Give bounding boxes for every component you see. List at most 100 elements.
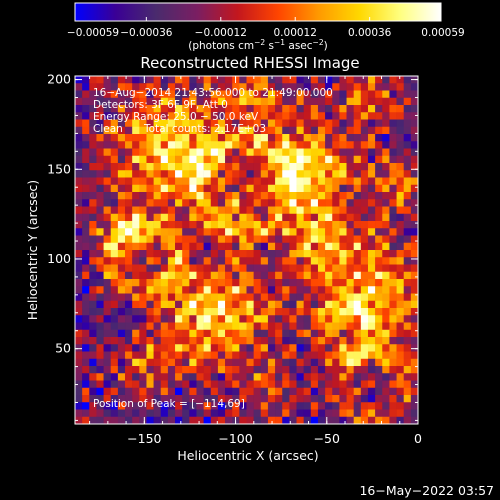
heatmap-cell	[132, 373, 140, 381]
heatmap-cell	[189, 358, 197, 367]
heatmap-cell	[275, 250, 283, 258]
heatmap-cell	[196, 141, 204, 149]
heatmap-cell	[239, 286, 247, 294]
heatmap-cell	[282, 380, 290, 389]
heatmap-cell	[146, 286, 154, 294]
heatmap-cell	[153, 293, 162, 302]
heatmap-cell	[225, 97, 233, 106]
heatmap-cell	[196, 170, 204, 178]
heatmap-cell	[246, 170, 254, 178]
heatmap-cell	[332, 242, 340, 251]
heatmap-cell	[260, 105, 269, 113]
heatmap-cell	[260, 279, 269, 287]
heatmap-cell	[189, 163, 197, 171]
heatmap-cell	[296, 351, 304, 360]
heatmap-cell	[389, 163, 397, 171]
heatmap-cell	[132, 148, 140, 157]
heatmap-cell	[139, 264, 147, 273]
heatmap-cell	[125, 192, 133, 200]
heatmap-cell	[210, 235, 219, 244]
heatmap-cell	[310, 409, 319, 418]
heatmap-cell	[346, 264, 354, 273]
heatmap-cell	[260, 76, 269, 84]
heatmap-cell	[196, 279, 204, 287]
heatmap-cell	[317, 112, 326, 120]
heatmap-cell	[367, 409, 376, 418]
heatmap-cell	[232, 112, 240, 120]
heatmap-cell	[203, 126, 212, 135]
heatmap-cell	[103, 192, 112, 200]
heatmap-cell	[110, 395, 119, 403]
heatmap-cell	[310, 228, 319, 236]
heatmap-cell	[203, 76, 212, 84]
heatmap-cell	[225, 308, 233, 316]
heatmap-cell	[96, 344, 104, 352]
heatmap-cell	[232, 155, 240, 164]
heatmap-cell	[89, 373, 97, 381]
heatmap-cell	[396, 119, 405, 128]
heatmap-cell	[310, 286, 319, 294]
heatmap-cell	[225, 329, 233, 338]
heatmap-cell	[189, 126, 197, 135]
heatmap-cell	[367, 380, 376, 389]
heatmap-cell	[353, 119, 362, 128]
heatmap-cell	[146, 141, 154, 149]
heatmap-cell	[75, 402, 83, 410]
heatmap-cell	[139, 373, 147, 381]
heatmap-cell	[317, 228, 326, 236]
heatmap-cell	[167, 409, 176, 418]
heatmap-cell	[75, 250, 83, 258]
heatmap-cell	[403, 76, 412, 84]
heatmap-cell	[246, 271, 254, 280]
heatmap-cell	[275, 366, 283, 374]
heatmap-cell	[217, 97, 226, 106]
heatmap-cell	[153, 170, 162, 178]
heatmap-cell	[246, 90, 254, 99]
heatmap-cell	[375, 373, 383, 381]
heatmap-cell	[282, 271, 290, 280]
heatmap-cell	[275, 170, 283, 178]
heatmap-cell	[317, 358, 326, 367]
heatmap-cell	[375, 199, 383, 207]
heatmap-cell	[160, 76, 169, 84]
heatmap-cell	[239, 402, 247, 410]
heatmap-cell	[103, 206, 112, 215]
heatmap-cell	[117, 402, 126, 410]
heatmap-cell	[267, 112, 276, 120]
heatmap-cell	[167, 257, 176, 265]
heatmap-cell	[182, 300, 190, 309]
heatmap-cell	[210, 148, 219, 157]
heatmap-cell	[103, 126, 112, 135]
heatmap-cell	[389, 126, 397, 135]
heatmap-cell	[382, 366, 390, 374]
heatmap-cell	[125, 395, 133, 403]
heatmap-cell	[253, 97, 262, 106]
heatmap-cell	[260, 344, 269, 352]
heatmap-cell	[75, 221, 83, 229]
heatmap-cell	[296, 279, 304, 287]
heatmap-cell	[310, 366, 319, 374]
heatmap-cell	[367, 322, 376, 331]
heatmap-cell	[339, 221, 347, 229]
heatmap-cell	[117, 199, 126, 207]
heatmap-cell	[210, 380, 219, 389]
heatmap-cell	[110, 308, 119, 316]
heatmap-cell	[382, 213, 390, 222]
heatmap-cell	[403, 380, 412, 389]
heatmap-cell	[182, 242, 190, 251]
heatmap-cell	[217, 279, 226, 287]
heatmap-cell	[389, 293, 397, 302]
heatmap-cell	[189, 344, 197, 352]
heatmap-cell	[360, 134, 369, 142]
heatmap-cell	[389, 184, 397, 193]
heatmap-cell	[103, 112, 112, 120]
heatmap-cell	[382, 90, 390, 99]
heatmap-cell	[182, 250, 190, 258]
heatmap-cell	[203, 148, 212, 157]
heatmap-cell	[96, 264, 104, 273]
heatmap-cell	[403, 206, 412, 215]
heatmap-cell	[267, 126, 276, 135]
heatmap-cell	[75, 329, 83, 338]
heatmap-cell	[239, 83, 247, 91]
